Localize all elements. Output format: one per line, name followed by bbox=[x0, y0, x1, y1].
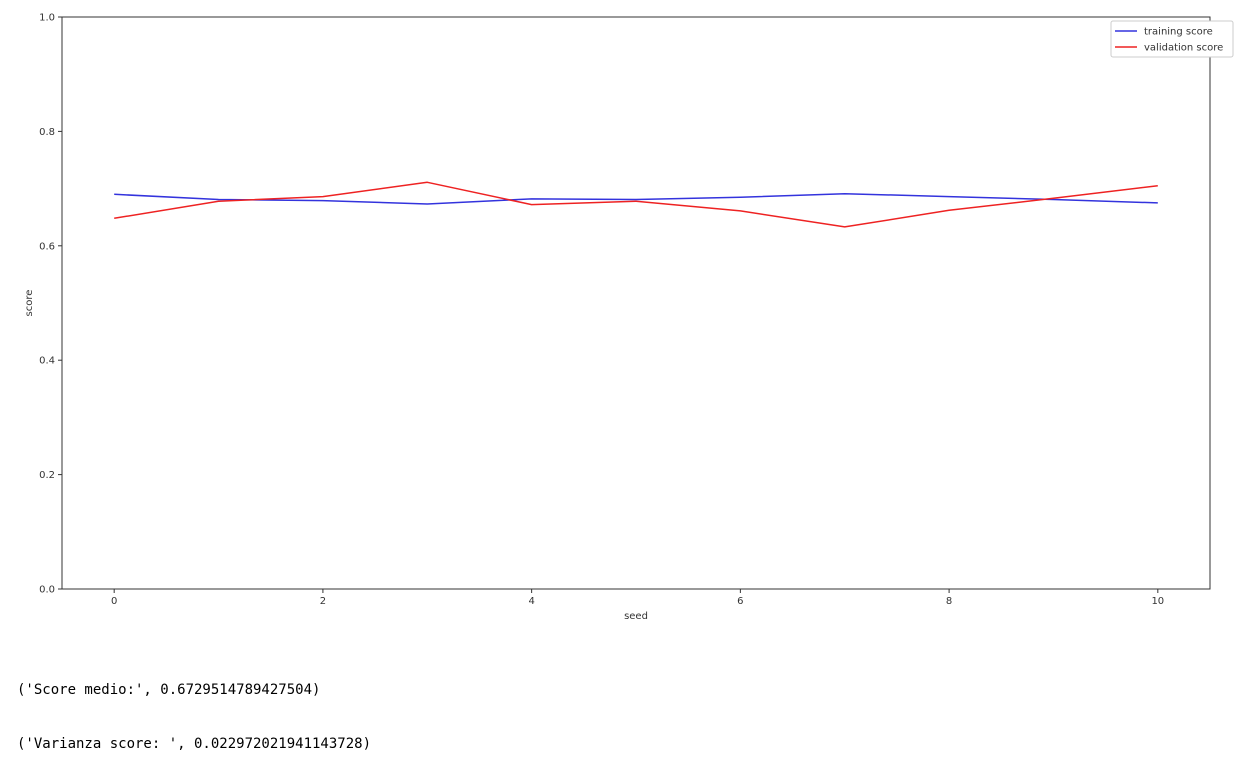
series-lines bbox=[114, 181, 1158, 228]
plot-frame bbox=[61, 16, 1211, 590]
legend-label: validation score bbox=[1144, 43, 1223, 54]
output-line-varianza-score: ('Varianza score: ', 0.02297202194114372… bbox=[17, 736, 372, 752]
y-tick-label: 0.4 bbox=[39, 356, 55, 367]
x-tick-label: 0 bbox=[111, 596, 117, 607]
x-tick-label: 10 bbox=[1151, 596, 1164, 607]
y-tick-label: 0.2 bbox=[39, 470, 55, 481]
y-axis-label: score bbox=[24, 290, 35, 317]
x-tick-label: 4 bbox=[528, 596, 534, 607]
score-line-chart: 0 2 4 6 8 10 0.0 0.2 0.4 0.6 0.8 1.0 seed score train… bbox=[24, 13, 1234, 622]
legend: training score validation score bbox=[1110, 20, 1234, 58]
series-line-training-score bbox=[114, 192, 1158, 205]
output-line-score-medio: ('Score medio:', 0.6729514789427504) bbox=[17, 682, 321, 698]
console-output: ('Score medio:', 0.6729514789427504) ('V… bbox=[17, 645, 371, 771]
x-tick-label: 6 bbox=[737, 596, 743, 607]
legend-box bbox=[1110, 20, 1234, 58]
series-line-validation-score bbox=[114, 181, 1158, 228]
legend-label: training score bbox=[1144, 27, 1213, 38]
x-tick-label: 2 bbox=[320, 596, 326, 607]
y-tick-label: 0.6 bbox=[39, 241, 55, 252]
y-tick-label: 1.0 bbox=[39, 13, 55, 24]
axes: 0 2 4 6 8 10 0.0 0.2 0.4 0.6 0.8 1.0 seed score bbox=[24, 13, 1211, 622]
x-axis-label: seed bbox=[624, 611, 648, 622]
y-tick-label: 0.8 bbox=[39, 127, 55, 138]
x-tick-label: 8 bbox=[946, 596, 952, 607]
y-tick-label: 0.0 bbox=[39, 585, 55, 596]
